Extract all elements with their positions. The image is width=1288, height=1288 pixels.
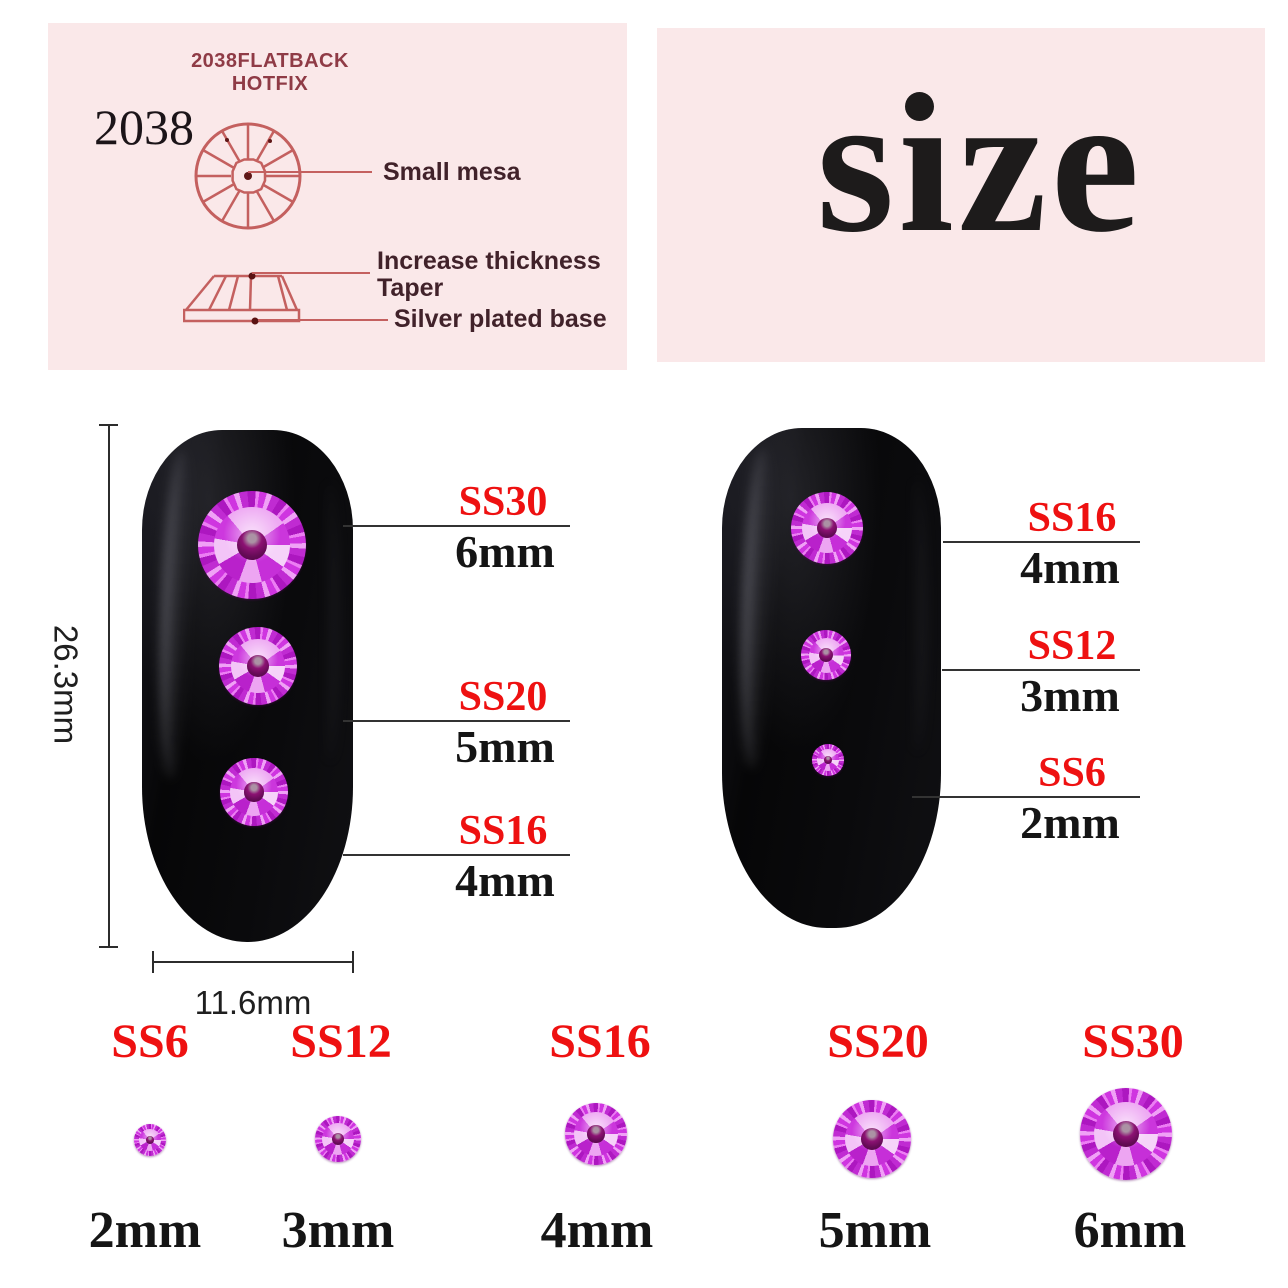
- callout-code-left-ss30: SS30: [458, 479, 548, 525]
- callout-size-right-ss12: 3mm: [1020, 670, 1120, 721]
- callout-code-right-ss12: SS12: [1027, 623, 1117, 669]
- height-dimension-label: 26.3mm: [47, 624, 85, 745]
- row-size-ss30: 6mm: [1073, 1202, 1187, 1259]
- row-size-ss16: 4mm: [540, 1202, 654, 1259]
- row-code-ss30: SS30: [1082, 1015, 1184, 1068]
- width-dimension-line: [153, 961, 354, 963]
- callout-code-right-ss16: SS16: [1027, 495, 1117, 541]
- leader-line-increase-thickness: [252, 272, 370, 274]
- callout-line-left-ss16: [343, 854, 570, 856]
- callout-size-left-ss30: 6mm: [455, 526, 555, 577]
- gem-left-ss20: [219, 627, 297, 705]
- row-code-ss12: SS12: [290, 1015, 392, 1068]
- callout-line-right-ss16: [943, 541, 1140, 543]
- row-gem-ss16: [565, 1103, 627, 1165]
- row-size-ss6: 2mm: [88, 1202, 202, 1259]
- row-gem-ss30: [1080, 1088, 1172, 1180]
- callout-line-left-ss20: [343, 720, 570, 722]
- gem-right-ss12: [801, 630, 851, 680]
- leader-line-silver-base: [258, 319, 388, 321]
- gem-right-ss6: [812, 744, 844, 776]
- size-title-i-dot: [905, 92, 934, 121]
- label-taper: Taper: [377, 274, 444, 302]
- row-gem-ss12: [315, 1116, 361, 1162]
- callout-size-left-ss20: 5mm: [455, 721, 555, 772]
- row-size-ss20: 5mm: [818, 1202, 932, 1259]
- rhinestone-side-view-diagram: [183, 272, 301, 325]
- callout-line-right-ss12: [942, 669, 1140, 671]
- label-small-mesa: Small mesa: [383, 158, 521, 186]
- callout-size-right-ss6: 2mm: [1020, 797, 1120, 848]
- row-gem-ss6: [134, 1124, 166, 1156]
- row-size-ss12: 3mm: [281, 1202, 395, 1259]
- rhinestone-top-view-diagram: [194, 122, 302, 230]
- height-dimension-cap-bottom: [99, 946, 118, 948]
- callout-code-right-ss6: SS6: [1038, 750, 1106, 796]
- height-dimension-line: [108, 425, 110, 948]
- callout-code-left-ss16: SS16: [458, 808, 548, 854]
- label-silver-plated-base: Silver plated base: [394, 305, 607, 333]
- size-panel: [657, 28, 1265, 362]
- callout-code-left-ss20: SS20: [458, 674, 548, 720]
- spec-panel: [48, 23, 627, 370]
- spec-panel-header: 2038FLATBACK HOTFIX: [191, 50, 349, 95]
- callout-line-left-ss30: [343, 525, 570, 527]
- callout-size-left-ss16: 4mm: [455, 855, 555, 906]
- width-dimension-cap-left: [152, 951, 154, 973]
- width-dimension-cap-right: [352, 951, 354, 973]
- row-code-ss6: SS6: [111, 1015, 189, 1068]
- row-code-ss16: SS16: [549, 1015, 651, 1068]
- gem-right-ss16: [791, 492, 863, 564]
- callout-size-right-ss16: 4mm: [1020, 542, 1120, 593]
- height-dimension-cap-top: [99, 424, 118, 426]
- row-gem-ss20: [833, 1100, 911, 1178]
- gem-left-ss30: [198, 491, 306, 599]
- row-code-ss20: SS20: [827, 1015, 929, 1068]
- size-title: sıze: [816, 53, 1144, 274]
- width-dimension-label: 11.6mm: [194, 984, 312, 1021]
- leader-line-small-mesa: [248, 171, 372, 173]
- gem-left-ss16: [220, 758, 288, 826]
- model-number: 2038: [94, 99, 194, 155]
- label-increase-thickness: Increase thickness: [377, 247, 601, 275]
- callout-line-right-ss6: [912, 796, 1140, 798]
